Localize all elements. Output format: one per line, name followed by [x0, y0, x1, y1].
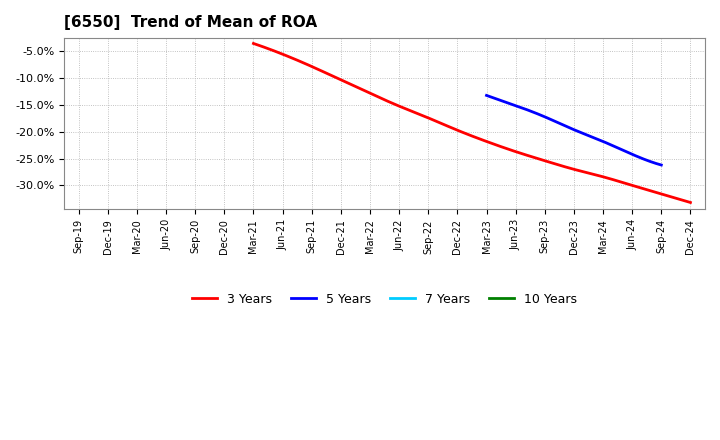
Legend: 3 Years, 5 Years, 7 Years, 10 Years: 3 Years, 5 Years, 7 Years, 10 Years	[187, 288, 582, 311]
Text: [6550]  Trend of Mean of ROA: [6550] Trend of Mean of ROA	[64, 15, 318, 30]
